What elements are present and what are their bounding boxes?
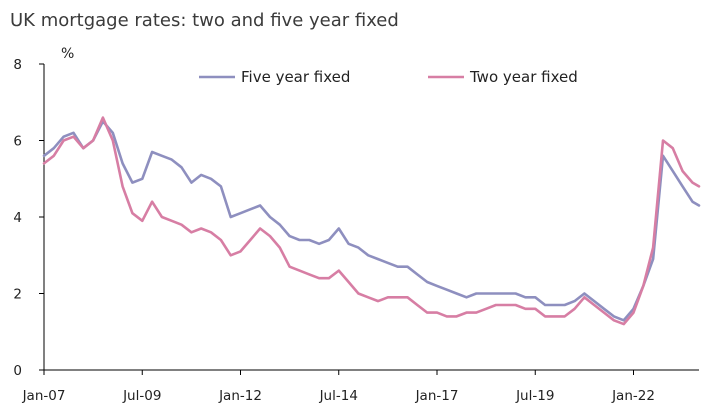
- x-tick-label: Jul-09: [122, 388, 161, 404]
- y-tick-label: 8: [13, 57, 22, 73]
- x-tick-label: Jan-17: [415, 388, 459, 404]
- series-line-two-year-fixed: [42, 116, 701, 326]
- legend: Five year fixed Two year fixed: [199, 68, 578, 86]
- x-tick-label: Jan-22: [611, 388, 655, 404]
- y-axis-unit-label: %: [61, 46, 74, 62]
- x-tick-label: Jul-19: [515, 388, 554, 404]
- x-tick-label: Jan-07: [22, 388, 66, 404]
- series-layer: [42, 116, 701, 326]
- y-tick-label: 6: [13, 134, 22, 150]
- y-tick-label: 4: [13, 210, 22, 226]
- x-tick-label: Jul-14: [319, 388, 358, 404]
- chart-title: UK mortgage rates: two and five year fix…: [10, 10, 399, 31]
- y-tick-label: 2: [13, 287, 22, 303]
- x-tick-label: Jan-12: [218, 388, 262, 404]
- legend-label-two-year-fixed: Two year fixed: [469, 68, 578, 86]
- legend-label-five-year-fixed: Five year fixed: [241, 68, 350, 86]
- series-line-five-year-fixed: [42, 120, 701, 322]
- y-tick-label: 0: [13, 363, 22, 379]
- axes: 0 2 4 6 8 Jan-07 Jul-09 Jan-12 Jul-14 Jan-17 Jul-1…: [13, 57, 699, 404]
